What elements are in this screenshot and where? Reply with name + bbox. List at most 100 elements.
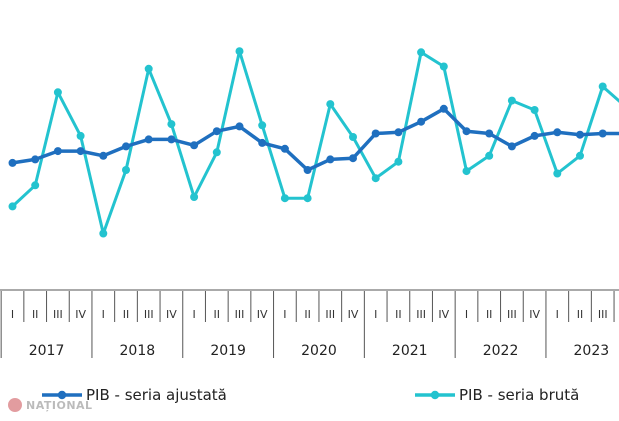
point-adjusted xyxy=(462,127,471,136)
point-raw xyxy=(53,88,62,97)
point-adjusted xyxy=(53,147,62,156)
series-group xyxy=(8,47,619,238)
point-adjusted xyxy=(371,129,380,138)
point-adjusted xyxy=(8,158,17,167)
quarter-tick-label: III xyxy=(144,308,154,321)
year-tick-label: 2021 xyxy=(392,343,428,359)
point-raw xyxy=(258,121,267,130)
point-adjusted xyxy=(235,122,244,131)
quarter-tick-label: II xyxy=(214,308,221,321)
point-raw xyxy=(371,174,380,183)
point-adjusted xyxy=(258,138,267,147)
point-raw xyxy=(598,82,607,91)
year-tick-label: 2022 xyxy=(483,343,519,359)
point-raw xyxy=(8,202,17,211)
point-adjusted xyxy=(190,141,199,150)
year-tick-label: 2019 xyxy=(210,343,246,359)
watermark-text: NAȚIONAL xyxy=(26,398,93,412)
point-adjusted xyxy=(485,129,494,138)
year-tick-label: 2023 xyxy=(574,343,610,359)
quarter-tick-label: III xyxy=(53,308,63,321)
point-adjusted xyxy=(76,147,85,156)
point-raw xyxy=(553,169,562,178)
quarter-tick-label: II xyxy=(123,308,130,321)
year-tick-label: 2018 xyxy=(120,343,156,359)
legend-label-adjusted: PIB - seria ajustată xyxy=(86,386,227,404)
point-raw xyxy=(485,151,494,160)
quarter-tick-label: I xyxy=(556,308,559,321)
point-raw xyxy=(212,148,221,157)
series-raw xyxy=(8,47,619,238)
point-adjusted xyxy=(31,155,40,164)
point-raw xyxy=(462,167,471,176)
point-adjusted xyxy=(122,142,130,151)
quarter-tick-label: IV xyxy=(348,308,359,321)
series-adjusted xyxy=(8,104,619,174)
quarter-tick-label: IV xyxy=(257,308,268,321)
quarter-tick-label: I xyxy=(465,308,468,321)
point-adjusted xyxy=(326,155,335,164)
quarter-tick-label: III xyxy=(235,308,245,321)
quarter-tick-label: II xyxy=(577,308,584,321)
point-raw xyxy=(439,62,448,71)
quarter-tick-label: IV xyxy=(529,308,540,321)
quarter-tick-label: III xyxy=(325,308,335,321)
series-line-raw xyxy=(11,49,619,235)
point-raw xyxy=(417,48,426,57)
point-adjusted xyxy=(394,128,403,137)
quarter-tick-label: IV xyxy=(438,308,449,321)
point-raw xyxy=(303,194,312,203)
point-adjusted xyxy=(576,130,584,139)
quarter-tick-label: II xyxy=(486,308,493,321)
point-raw xyxy=(530,106,539,114)
point-adjusted xyxy=(417,117,426,126)
point-adjusted xyxy=(530,131,539,140)
quarter-tick-label: I xyxy=(192,308,195,321)
point-adjusted xyxy=(99,151,108,160)
point-adjusted xyxy=(280,144,289,153)
quarter-tick-label: III xyxy=(507,308,517,321)
point-raw xyxy=(280,194,289,203)
x-axis: I II III IV I II III IV I II III IV I II III IV I II III IV… xyxy=(0,289,619,359)
point-raw xyxy=(167,120,176,129)
point-raw xyxy=(326,100,335,109)
point-raw xyxy=(190,193,199,201)
point-adjusted xyxy=(349,154,357,163)
legend-label-raw: PIB - seria brută xyxy=(459,386,579,404)
series-line-adjusted xyxy=(12,107,619,172)
point-raw xyxy=(507,96,516,105)
point-raw xyxy=(235,47,244,56)
year-tick-label: 2017 xyxy=(29,343,65,359)
quarter-tick-label: I xyxy=(11,308,14,321)
quarter-tick-label: II xyxy=(32,308,39,321)
point-raw xyxy=(99,229,108,238)
point-adjusted xyxy=(598,129,607,138)
point-raw xyxy=(349,133,357,141)
point-raw xyxy=(122,166,130,174)
quarter-tick-label: II xyxy=(395,308,402,321)
watermark-logo xyxy=(8,398,22,412)
point-adjusted xyxy=(439,104,448,113)
quarter-tick-label: IV xyxy=(75,308,86,321)
year-tick-label: 2020 xyxy=(301,343,337,359)
legend-marker-adjusted xyxy=(57,390,67,400)
point-raw xyxy=(76,131,85,140)
quarter-tick-label: I xyxy=(283,308,286,321)
point-raw xyxy=(144,64,153,73)
point-raw xyxy=(394,157,403,166)
quarter-tick-label: I xyxy=(102,308,105,321)
point-adjusted xyxy=(553,128,562,137)
legend: PIB - seria ajustată PIB - seria brută xyxy=(42,386,579,404)
point-adjusted xyxy=(144,135,153,144)
point-adjusted xyxy=(167,135,176,144)
quarter-tick-label: III xyxy=(598,308,608,321)
quarter-tick-label: II xyxy=(304,308,311,321)
quarter-tick-label: IV xyxy=(166,308,177,321)
point-adjusted xyxy=(303,166,312,174)
point-raw xyxy=(31,181,40,190)
quarter-tick-label: I xyxy=(374,308,377,321)
legend-marker-raw xyxy=(430,390,440,400)
point-adjusted xyxy=(212,127,221,136)
quarter-tick-label: III xyxy=(416,308,426,321)
